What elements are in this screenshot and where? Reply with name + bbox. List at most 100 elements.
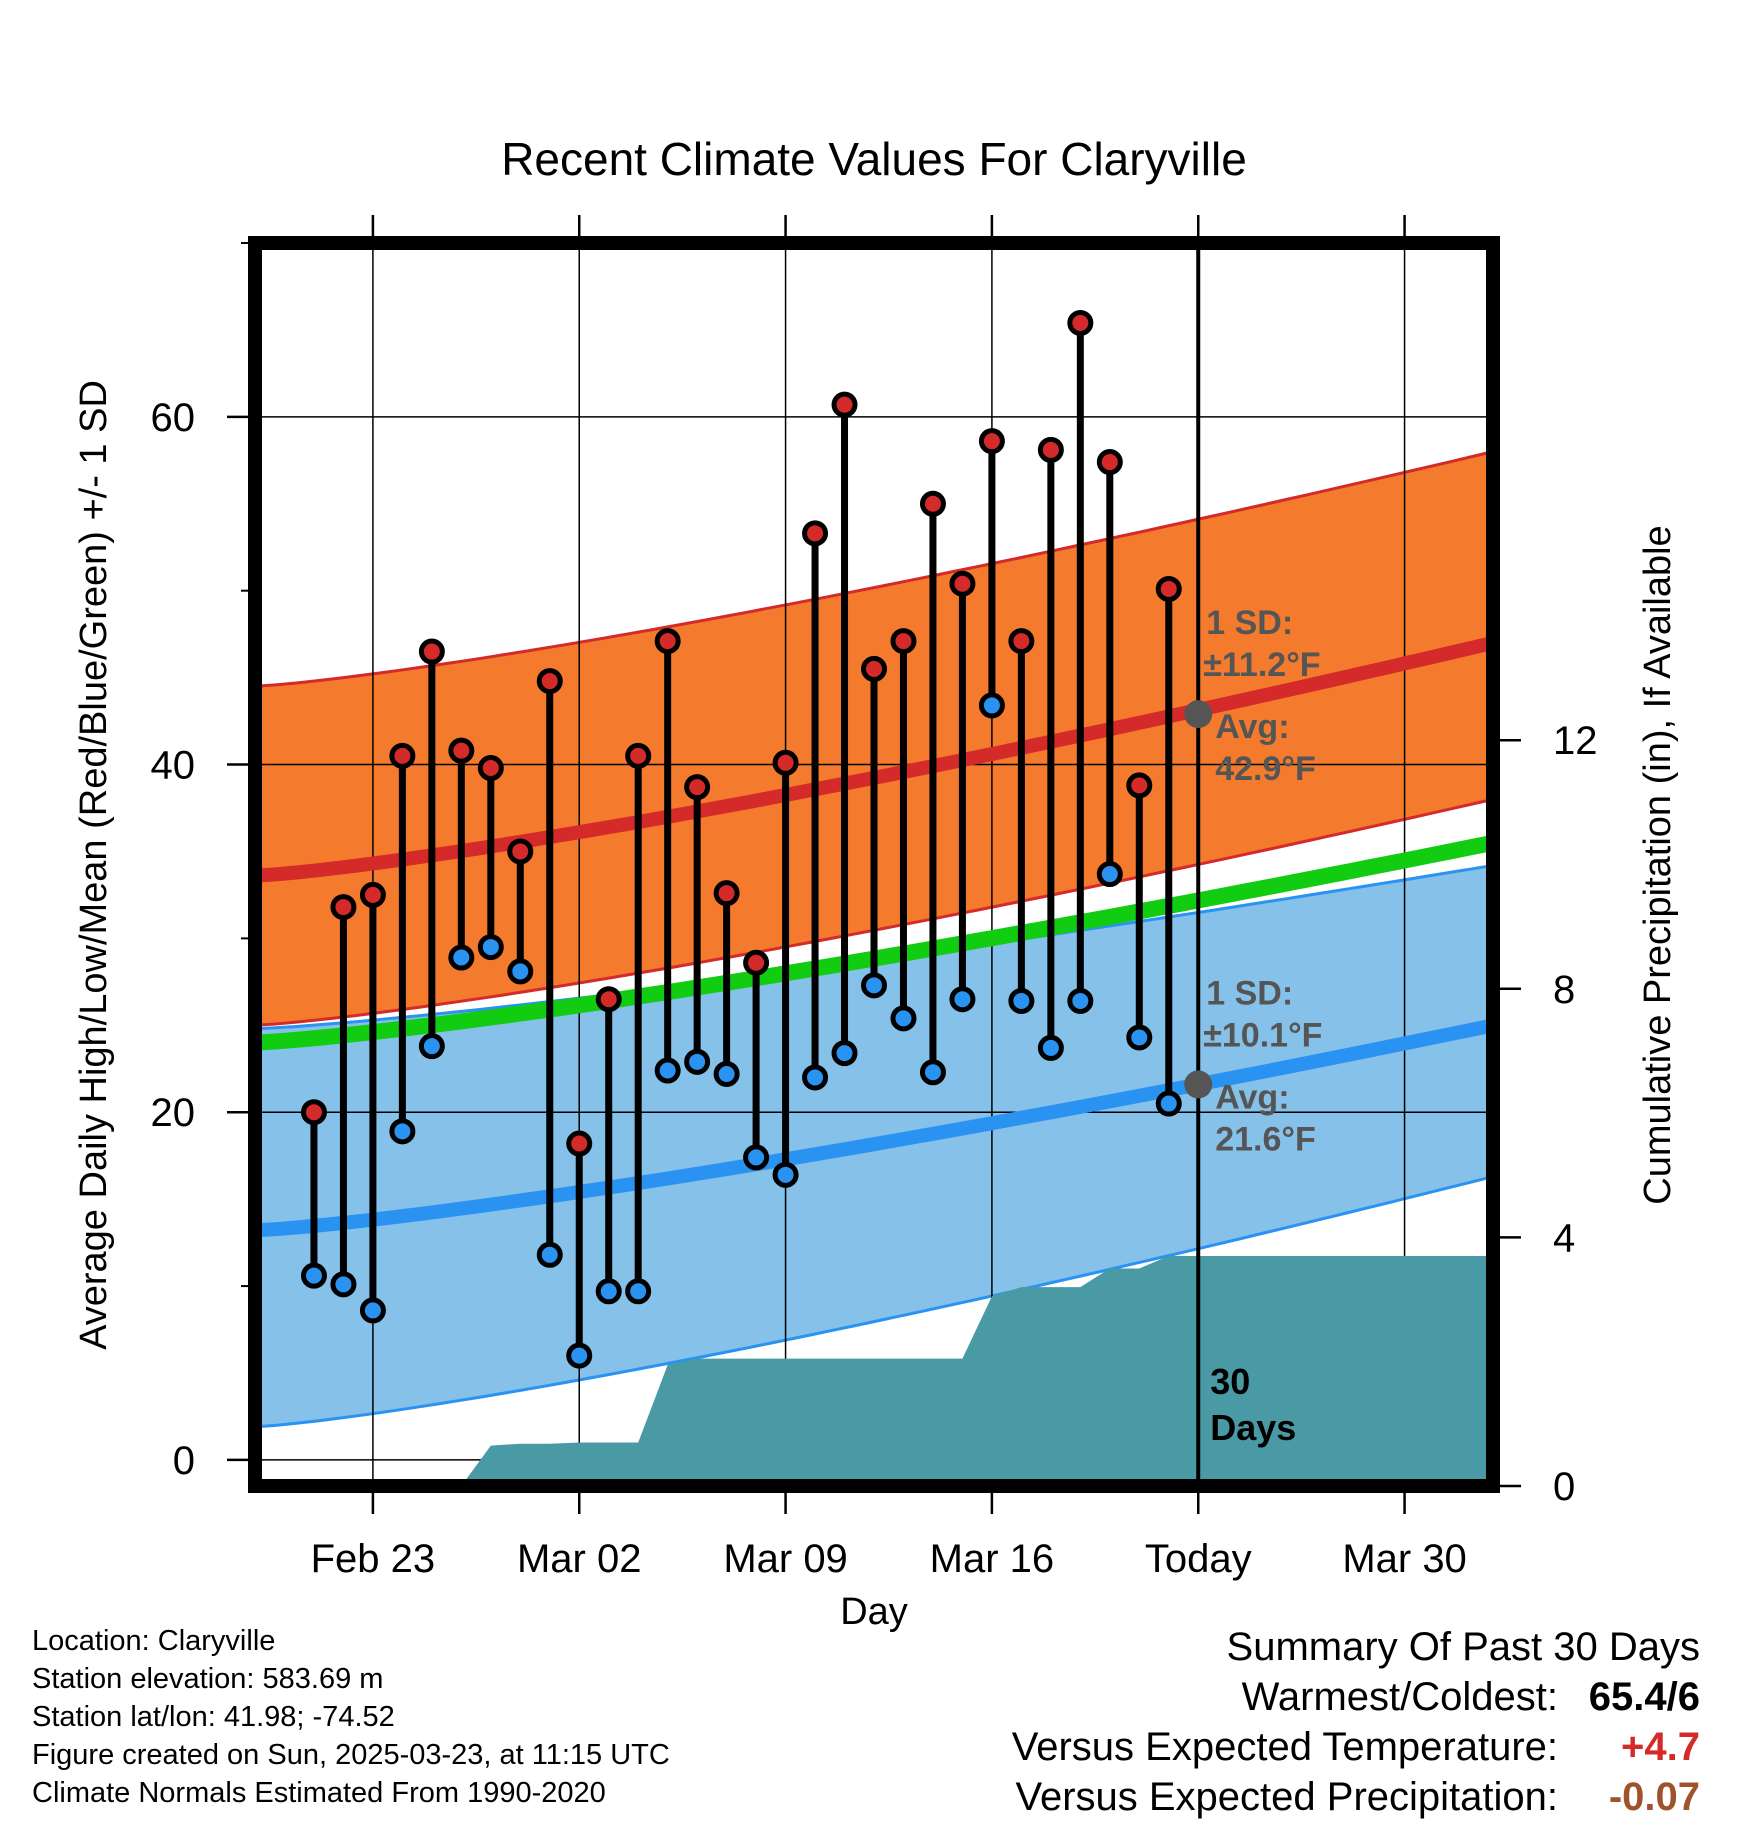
obs-high-point <box>477 755 504 782</box>
obs-low-point <box>418 1033 445 1060</box>
x-tick-label: Mar 02 <box>517 1537 642 1581</box>
obs-low-point <box>389 1118 416 1145</box>
x-tick-label: Today <box>1145 1537 1252 1581</box>
low-normal-line <box>255 1018 1493 1238</box>
obs-low-point <box>595 1278 622 1305</box>
obs-low-point <box>802 1064 829 1091</box>
info-created: Figure created on Sun, 2025-03-23, at 11… <box>32 1739 670 1771</box>
obs-high-point <box>978 428 1005 455</box>
info-normals: Climate Normals Estimated From 1990-2020 <box>32 1777 606 1809</box>
obs-low-point <box>684 1048 711 1075</box>
precipitation-area <box>461 1256 1493 1486</box>
obs-high-point <box>448 737 475 764</box>
y-tick-label: 20 <box>151 1091 196 1135</box>
obs-low-point <box>507 958 534 985</box>
plot-frame <box>248 236 1500 1493</box>
warmest-coldest-label: Warmest/Coldest: <box>1241 1675 1558 1719</box>
obs-low-point <box>566 1342 593 1369</box>
y-tick-label: 60 <box>151 396 196 440</box>
obs-low-point <box>743 1144 770 1171</box>
summary-panel: Summary Of Past 30 Days Warmest/Coldest:… <box>1012 1622 1700 1822</box>
y-axis-label: Average Daily High/Low/Mean (Red/Blue/Gr… <box>73 380 115 1350</box>
obs-high-point <box>743 949 770 976</box>
x-tick-label: Mar 16 <box>930 1537 1055 1581</box>
low-avg-label: Avg: <box>1215 1078 1289 1116</box>
obs-low-point <box>978 692 1005 719</box>
obs-high-point <box>1037 436 1064 463</box>
obs-high-point <box>300 1099 327 1126</box>
obs-high-point <box>536 668 563 695</box>
obs-high-point <box>1126 772 1153 799</box>
obs-high-point <box>654 628 681 655</box>
obs-high-point <box>389 742 416 769</box>
low-avg-marker <box>1184 1070 1213 1099</box>
obs-low-point <box>831 1040 858 1067</box>
high-avg-value: 42.9°F <box>1215 750 1316 788</box>
obs-low-point <box>1037 1034 1064 1061</box>
obs-high-point <box>507 838 534 865</box>
obs-high-point <box>861 655 887 682</box>
obs-low-point <box>1008 987 1035 1014</box>
obs-low-point <box>1096 861 1123 888</box>
obs-low-point <box>330 1271 357 1298</box>
high-sd-value: ±11.2°F <box>1203 646 1320 684</box>
y2-axis-label: Cumulative Precipitation (in), If Availa… <box>1637 525 1679 1204</box>
x-tick-label: Mar 09 <box>723 1537 848 1581</box>
high-avg-label: Avg: <box>1215 708 1289 746</box>
warmest-coldest-value: 65.4/6 <box>1588 1675 1700 1719</box>
obs-low-point <box>890 1005 917 1032</box>
obs-low-point <box>448 944 475 971</box>
high-sd-label: 1 SD: <box>1206 604 1293 642</box>
days-marker-label: 30 Days <box>1210 1361 1296 1448</box>
obs-low-point <box>1126 1024 1153 1051</box>
low-sd-value: ±10.1°F <box>1203 1016 1322 1054</box>
obs-high-point <box>625 742 652 769</box>
low-avg-value: 21.6°F <box>1215 1120 1316 1158</box>
station-info: Location: Claryville Station elevation: … <box>32 1622 670 1812</box>
obs-low-point <box>300 1262 327 1289</box>
summary-title: Summary Of Past 30 Days <box>1226 1625 1700 1669</box>
y2-tick-label: 8 <box>1553 968 1575 1012</box>
obs-low-point <box>772 1161 799 1188</box>
obs-high-point <box>330 894 357 921</box>
obs-low-point <box>654 1057 681 1084</box>
y2-tick-label: 4 <box>1553 1216 1575 1260</box>
y-tick-label: 0 <box>173 1439 195 1483</box>
x-tick-label: Mar 30 <box>1342 1537 1467 1581</box>
obs-high-point <box>890 628 917 655</box>
obs-low-point <box>1155 1090 1182 1117</box>
precip-vs-expected-value: -0.07 <box>1608 1775 1700 1819</box>
obs-high-point <box>949 570 976 597</box>
obs-high-point <box>1155 575 1182 602</box>
summary-row-precipitation: Versus Expected Precipitation: -0.07 <box>1012 1772 1700 1822</box>
obs-high-point <box>1008 628 1035 655</box>
y2-tick-label: 0 <box>1553 1465 1575 1509</box>
obs-low-point <box>949 986 976 1013</box>
obs-high-point <box>831 391 858 418</box>
obs-low-point <box>713 1060 740 1087</box>
summary-row-temperature: Versus Expected Temperature: +4.7 <box>1012 1722 1700 1772</box>
low-sd-label: 1 SD: <box>1206 974 1293 1012</box>
x-tick-label: Feb 23 <box>311 1537 436 1581</box>
temp-vs-expected-value: +4.7 <box>1621 1725 1700 1769</box>
obs-high-point <box>418 638 445 665</box>
chart-title: Recent Climate Values For Claryville <box>501 133 1247 185</box>
obs-high-point <box>919 490 946 517</box>
info-latlon: Station lat/lon: 41.98; -74.52 <box>32 1701 395 1733</box>
obs-high-point <box>684 774 711 801</box>
obs-low-point <box>919 1059 946 1086</box>
obs-high-point <box>1067 309 1094 336</box>
info-location: Location: Claryville <box>32 1625 276 1657</box>
y-tick-label: 40 <box>151 744 196 788</box>
obs-high-point <box>713 880 740 907</box>
obs-high-point <box>359 881 386 908</box>
info-elevation: Station elevation: 583.69 m <box>32 1663 384 1695</box>
obs-low-point <box>1067 987 1094 1014</box>
obs-high-point <box>772 749 799 776</box>
obs-low-point <box>861 972 887 999</box>
y2-tick-label: 12 <box>1553 719 1598 763</box>
obs-high-point <box>802 520 829 547</box>
precip-vs-expected-label: Versus Expected Precipitation: <box>1015 1775 1558 1819</box>
temp-vs-expected-label: Versus Expected Temperature: <box>1011 1725 1558 1769</box>
